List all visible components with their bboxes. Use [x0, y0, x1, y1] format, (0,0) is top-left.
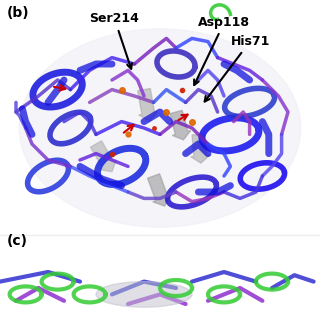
FancyArrow shape — [91, 141, 116, 172]
FancyArrow shape — [191, 134, 210, 163]
Ellipse shape — [96, 282, 192, 307]
Text: His71: His71 — [205, 35, 270, 101]
Text: (b): (b) — [6, 6, 29, 20]
FancyArrow shape — [148, 174, 171, 206]
Text: Asp118: Asp118 — [194, 16, 251, 85]
Ellipse shape — [19, 29, 301, 227]
Text: Ser214: Ser214 — [90, 12, 140, 69]
FancyArrow shape — [170, 110, 191, 140]
Text: (c): (c) — [6, 234, 28, 248]
FancyArrow shape — [138, 89, 158, 121]
